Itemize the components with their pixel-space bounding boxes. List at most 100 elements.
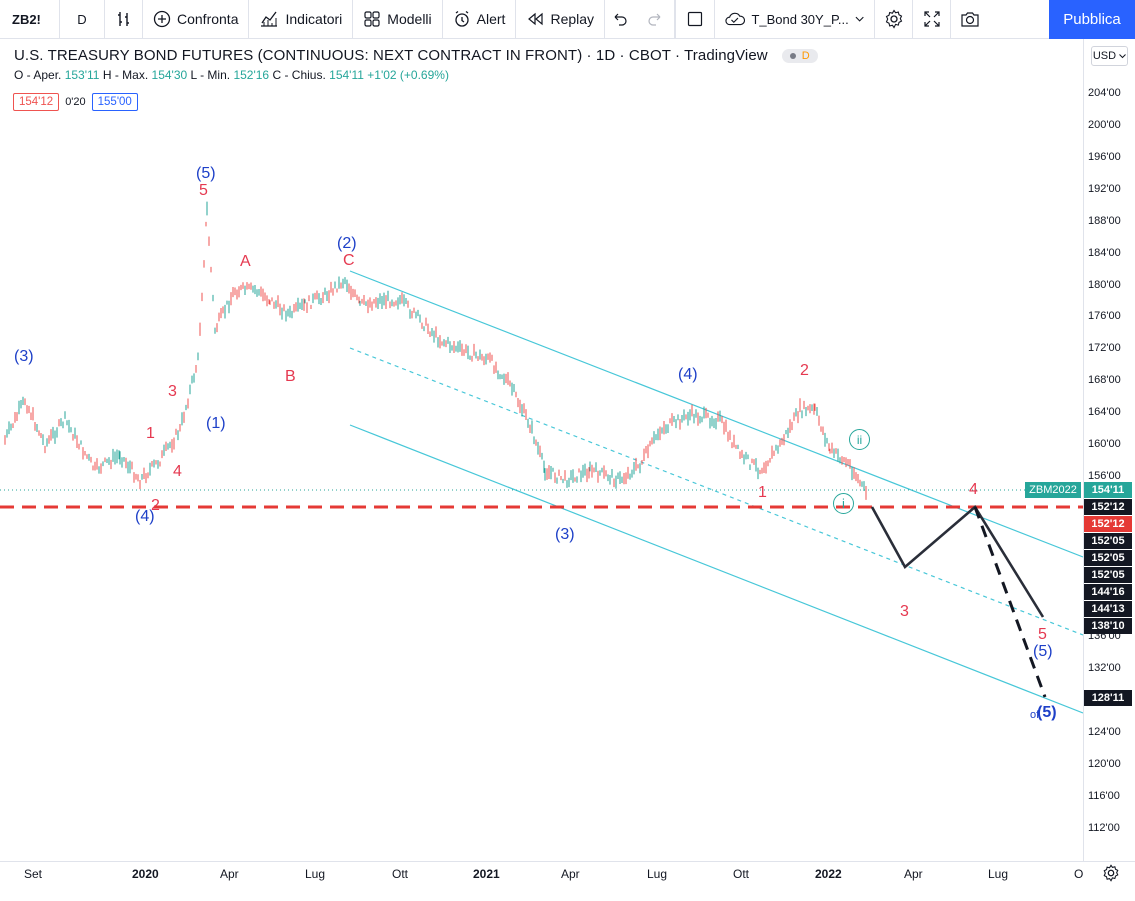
wave-label: of [1030, 709, 1040, 721]
price-chart[interactable] [0, 39, 1083, 861]
templates-label: Modelli [387, 11, 432, 27]
templates-button[interactable]: Modelli [353, 0, 443, 39]
top-toolbar: ZB2! D Confronta Indicatori Modelli [0, 0, 1135, 39]
price-axis-label: 196'00 [1088, 151, 1121, 163]
chevron-down-icon [855, 16, 864, 22]
expand-icon [923, 11, 940, 27]
publish-button[interactable]: Pubblica [1049, 0, 1135, 39]
wave-label: B [285, 368, 296, 385]
alarm-clock-icon [455, 10, 469, 27]
chart-type-button[interactable] [105, 0, 143, 39]
price-axis-label: 164'00 [1088, 406, 1121, 418]
contract-label: ZBM2022 [1025, 482, 1081, 498]
wave-label: 5 [1038, 626, 1047, 643]
indicators-label: Indicatori [285, 11, 343, 27]
compare-button[interactable]: Confronta [143, 0, 250, 39]
add-circle-icon [153, 10, 171, 28]
wave-label: 1 [146, 425, 155, 442]
wave-label: A [240, 253, 251, 270]
wave-label-circled: i [833, 493, 854, 514]
wave-label: 4 [173, 463, 182, 480]
projection-path [870, 505, 1045, 618]
time-axis-label: 2020 [132, 867, 159, 881]
price-tag: 138'10 [1084, 618, 1132, 634]
wave-label-circled: ii [849, 429, 870, 450]
status-dot-icon [789, 52, 796, 59]
price-axis-label: 188'00 [1088, 215, 1121, 227]
snapshot-button[interactable] [951, 0, 989, 39]
price-axis-label: 160'00 [1088, 438, 1121, 450]
wave-label: 3 [168, 383, 177, 400]
high-value: 154'30 [151, 68, 188, 82]
cloud-icon [725, 12, 746, 26]
price-axis-label: 112'00 [1088, 822, 1120, 834]
price-tag: 152'12 [1084, 516, 1132, 532]
settings-button[interactable] [875, 0, 914, 39]
price-axis-label: 156'00 [1088, 470, 1121, 482]
price-tag: 152'12 [1084, 499, 1132, 515]
layout-name: T_Bond 30Y_P... [751, 11, 849, 27]
price-axis-label: 184'00 [1088, 247, 1121, 259]
open-value: 153'11 [64, 68, 100, 82]
replay-button[interactable]: Replay [516, 0, 606, 39]
ohlc-values: O - Aper. 153'11 H - Max. 154'30 L - Min… [14, 68, 818, 82]
wave-label: (3) [14, 348, 34, 365]
price-axis-divider [1083, 39, 1084, 861]
fullscreen-button[interactable] [913, 0, 952, 39]
indicators-button[interactable]: Indicatori [249, 0, 354, 39]
sell-button[interactable]: 154'12 [13, 93, 60, 111]
time-axis-label: 2022 [815, 867, 842, 881]
price-axis-label: 192'00 [1088, 183, 1121, 195]
gear-icon [885, 9, 902, 29]
price-tag: 152'05 [1084, 533, 1132, 549]
undo-button[interactable] [605, 0, 635, 39]
chart-settings-button[interactable] [1102, 864, 1120, 887]
badge-label: D [801, 49, 810, 62]
change-value: +1'02 (+0.69%) [367, 68, 449, 82]
rewind-icon [528, 12, 544, 26]
interval-selector[interactable]: D [60, 0, 105, 39]
alert-button[interactable]: Alert [443, 0, 517, 39]
wave-label: 2 [151, 497, 160, 514]
square-icon [687, 11, 703, 27]
bar-chart-icon [117, 12, 129, 26]
wave-label: 1 [758, 484, 767, 501]
gear-icon [1103, 864, 1119, 882]
fullscreen-select-button[interactable] [675, 0, 716, 39]
time-axis-label: Ott [733, 867, 750, 881]
wave-label: (2) [337, 235, 357, 252]
layout-selector[interactable]: T_Bond 30Y_P... [715, 0, 876, 39]
price-axis-label: 180'00 [1088, 279, 1121, 291]
grid-icon [364, 11, 380, 27]
price-axis-label: 124'00 [1088, 726, 1121, 738]
market-status-badge[interactable]: D [781, 48, 818, 63]
redo-button[interactable] [635, 0, 676, 39]
channel-upper-line [349, 270, 1083, 558]
alert-label: Alert [476, 11, 506, 27]
symbol-search[interactable]: ZB2! [0, 0, 60, 39]
last-price-tag: 154'11 [1084, 482, 1132, 498]
close-label: C - Chius. [272, 68, 326, 82]
time-axis-label: 2021 [473, 867, 500, 881]
redo-icon [647, 13, 660, 26]
wave-label: (4) [678, 366, 698, 383]
spread-value: 0'20 [65, 96, 86, 108]
time-axis-label: Set [24, 867, 43, 881]
close-value: 154'11 [329, 68, 364, 82]
time-axis-label: Apr [220, 867, 239, 881]
wave-label: (5) [1037, 704, 1057, 721]
wave-label: (5) [196, 165, 216, 182]
currency-label: USD [1092, 50, 1117, 62]
chart-title: U.S. TREASURY BOND FUTURES (CONTINUOUS: … [14, 47, 768, 64]
time-axis-label: Apr [904, 867, 923, 881]
buy-button[interactable]: 155'00 [91, 93, 138, 111]
currency-selector[interactable]: USD [1091, 46, 1128, 66]
projection-dashed [973, 506, 1047, 698]
time-axis-divider [0, 861, 1135, 862]
wave-label: C [343, 252, 355, 269]
price-tag: 152'05 [1084, 567, 1132, 583]
chart-legend: U.S. TREASURY BOND FUTURES (CONTINUOUS: … [14, 47, 818, 82]
chevron-down-icon [1119, 53, 1126, 58]
channel-mid-line [349, 347, 1083, 636]
replay-label: Replay [550, 11, 595, 27]
